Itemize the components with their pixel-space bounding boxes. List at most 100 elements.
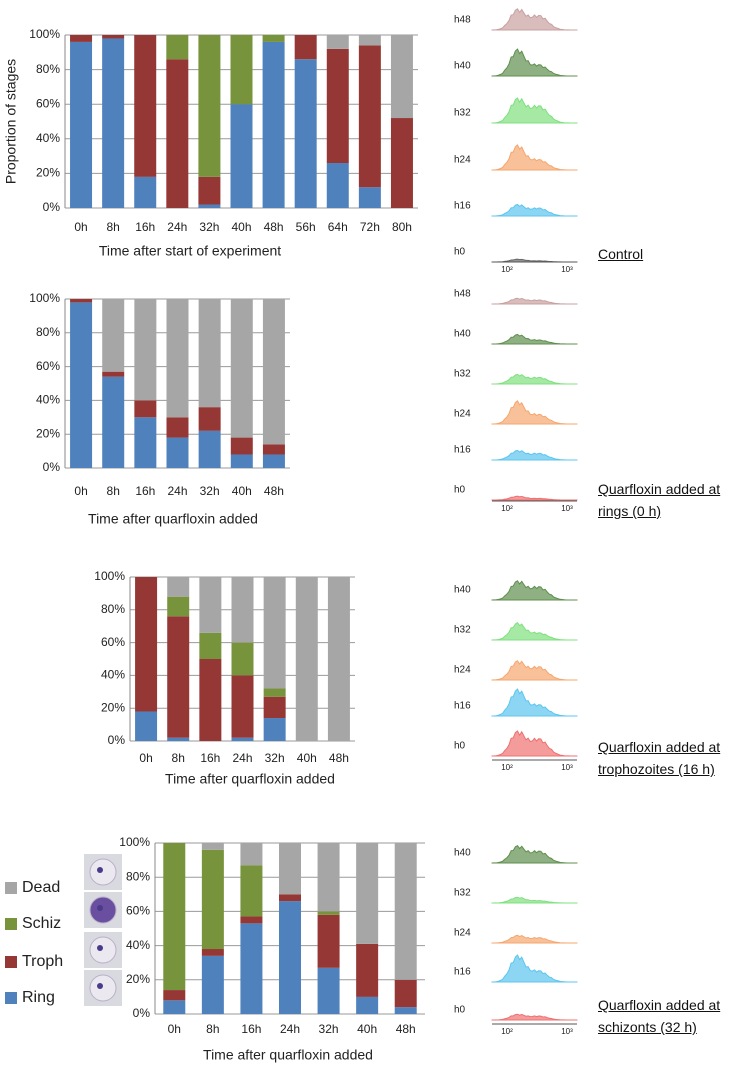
x-tick-label: 24h: [167, 484, 187, 498]
y-tick-label: 100%: [29, 291, 60, 305]
bar-segment: [279, 901, 301, 1014]
y-tick-label: 60%: [36, 359, 60, 373]
bar-segment: [102, 376, 125, 468]
bar-segment: [327, 577, 350, 741]
bar-segment: [230, 437, 253, 455]
histogram: [491, 622, 578, 641]
x-axis-label: Time after start of experiment: [99, 243, 281, 259]
y-tick-label: 80%: [36, 62, 60, 76]
bar-segment: [356, 996, 379, 1014]
bar-segment: [134, 176, 157, 208]
y-tick-label: 100%: [29, 27, 60, 41]
bar-segment: [295, 577, 318, 741]
bar-segment: [262, 41, 285, 208]
histogram-label: h16: [454, 445, 471, 456]
histogram-label: h40: [454, 585, 471, 596]
x-axis-label: Time after quarfloxin added: [88, 511, 258, 527]
nucleus: [97, 945, 103, 951]
bar-segment: [201, 949, 224, 956]
cell: [89, 858, 117, 886]
bar-segment: [317, 967, 340, 1014]
histogram-label: h16: [454, 967, 471, 978]
y-tick-label: 40%: [126, 938, 150, 952]
legend-swatch: [5, 882, 17, 894]
bar-segment: [198, 430, 221, 468]
bar-segment: [198, 204, 221, 208]
y-tick-label: 0%: [43, 200, 61, 214]
y-tick-label: 60%: [36, 96, 60, 110]
bar-segment: [167, 616, 190, 738]
bar-segment: [167, 737, 190, 741]
bar-segment: [201, 843, 224, 850]
legend-swatch: [5, 956, 17, 968]
bar-segment: [199, 659, 222, 741]
bar-segment: [166, 59, 189, 208]
bar-segment: [263, 718, 286, 741]
nucleus: [97, 905, 103, 911]
histogram: [491, 333, 578, 345]
histogram-label: h0: [454, 1005, 466, 1016]
y-tick-label: 20%: [101, 700, 125, 714]
histogram: [491, 580, 578, 601]
y-tick-label: 40%: [101, 668, 125, 682]
histogram-label: h40: [454, 329, 471, 340]
bar-segment: [317, 914, 340, 968]
y-tick-label: 80%: [36, 325, 60, 339]
bar-segment: [240, 923, 263, 1014]
x-tick-label: 40h: [231, 220, 251, 234]
histogram-tick-label: 10³: [561, 265, 573, 274]
histogram-tick-label: 10²: [501, 265, 513, 274]
histogram: [491, 97, 578, 124]
legend-label: Schiz: [22, 915, 61, 932]
histogram-tick-label: 10²: [501, 1027, 513, 1036]
bar-segment: [317, 911, 340, 915]
histogram-label: h0: [454, 741, 466, 752]
x-tick-label: 0h: [168, 1022, 181, 1036]
x-axis-label: Time after quarfloxin added: [203, 1047, 373, 1063]
panel-label: Quarfloxin added at schizonts (32 h): [598, 997, 721, 1035]
bar-segment: [358, 187, 381, 208]
x-tick-label: 48h: [396, 1022, 416, 1036]
cell: [89, 974, 117, 1002]
bar-segment: [230, 35, 253, 105]
bar-segment: [134, 35, 157, 177]
x-tick-label: 32h: [199, 220, 219, 234]
x-tick-label: 24h: [280, 1022, 300, 1036]
bar-segment: [231, 577, 254, 643]
bar-segment: [326, 163, 349, 208]
x-tick-label: 32h: [200, 484, 220, 498]
y-tick-label: 0%: [43, 460, 61, 474]
histogram: [491, 495, 578, 501]
histogram-label: h48: [454, 15, 471, 26]
y-tick-label: 20%: [126, 972, 150, 986]
bar-segment: [263, 696, 286, 719]
bar-segment: [394, 843, 417, 980]
bar-segment: [134, 299, 157, 401]
nucleus: [97, 983, 103, 989]
bar-segment: [358, 45, 381, 188]
x-tick-label: 80h: [392, 220, 412, 234]
y-tick-label: 80%: [126, 869, 150, 883]
bar-segment: [279, 894, 301, 902]
bar-segment: [70, 302, 93, 468]
bar-segment: [198, 407, 221, 431]
bar-segment: [231, 737, 254, 741]
y-tick-label: 0%: [133, 1006, 151, 1020]
x-tick-label: 0h: [74, 220, 87, 234]
panel-label: Quarfloxin added at trophozoites (16 h): [598, 739, 721, 777]
x-tick-label: 40h: [232, 484, 252, 498]
x-tick-label: 8h: [206, 1022, 219, 1036]
panel-label: Control: [598, 246, 644, 262]
bar-segment: [394, 979, 417, 1008]
x-tick-label: 56h: [296, 220, 316, 234]
bar-segment: [326, 48, 349, 164]
bar-segment: [199, 577, 222, 633]
x-tick-label: 8h: [107, 484, 120, 498]
histogram: [491, 896, 578, 904]
bar-segment: [135, 711, 158, 741]
bar-segment: [356, 943, 379, 997]
bar-segment: [166, 437, 189, 468]
x-tick-label: 32h: [319, 1022, 339, 1036]
x-tick-label: 16h: [135, 484, 155, 498]
